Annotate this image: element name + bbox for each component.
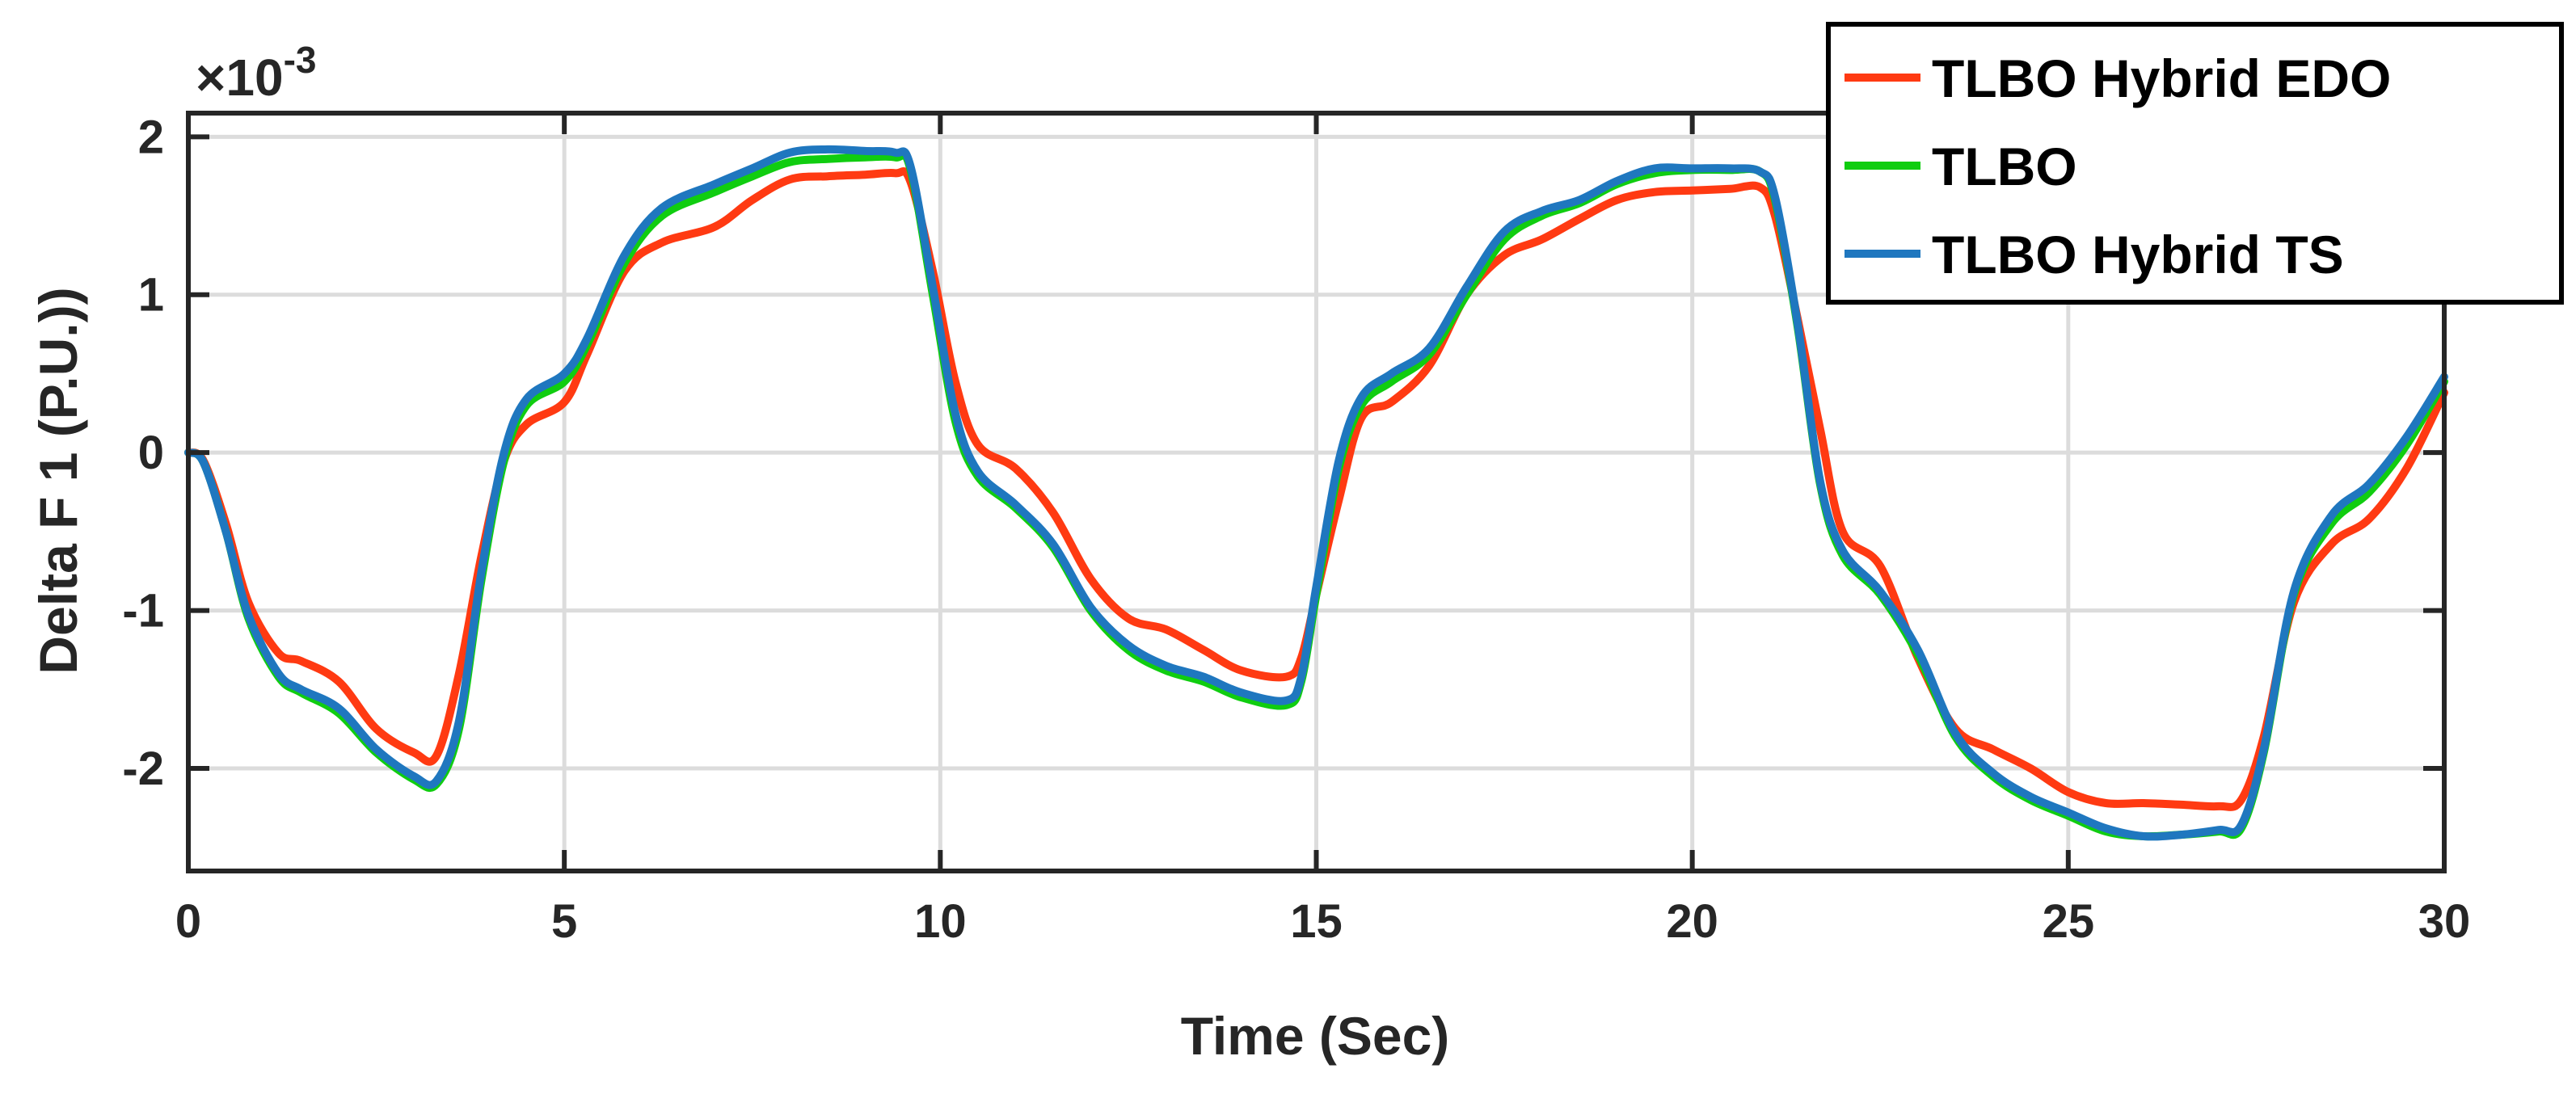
series-line-3 <box>184 145 2448 841</box>
y-tick-label: 1 <box>138 269 164 322</box>
legend-box <box>1826 22 2564 305</box>
legend-label-3: TLBO Hybrid TS <box>1932 225 2344 284</box>
y-tick-label: -1 <box>122 585 164 637</box>
series-layer <box>184 145 2448 841</box>
x-tick-label: 10 <box>914 895 967 948</box>
x-tick-label: 15 <box>1290 895 1343 948</box>
y-tick-label: 2 <box>138 111 164 163</box>
legend: TLBO Hybrid EDO TLBO TLBO Hybrid TS <box>1826 22 2564 305</box>
x-axis-label: Time (Sec) <box>1181 1006 1450 1066</box>
y-tick-label: -2 <box>122 743 164 795</box>
legend-label-2: TLBO <box>1932 137 2077 196</box>
x-tick-label: 20 <box>1666 895 1718 948</box>
axis-ticks: 0 5 10 15 20 25 30 -2 -1 0 1 2 <box>122 111 2470 948</box>
y-exponent-label: ×10-3 <box>196 39 316 107</box>
y-tick-label: 0 <box>138 427 164 479</box>
legend-label-1: TLBO Hybrid EDO <box>1932 48 2391 108</box>
y-axis-label: Delta F 1 (P.U.)) <box>28 287 88 674</box>
x-tick-label: 5 <box>551 895 577 948</box>
x-tick-label: 25 <box>2043 895 2095 948</box>
x-tick-label: 0 <box>175 895 201 948</box>
x-tick-label: 30 <box>2418 895 2471 948</box>
